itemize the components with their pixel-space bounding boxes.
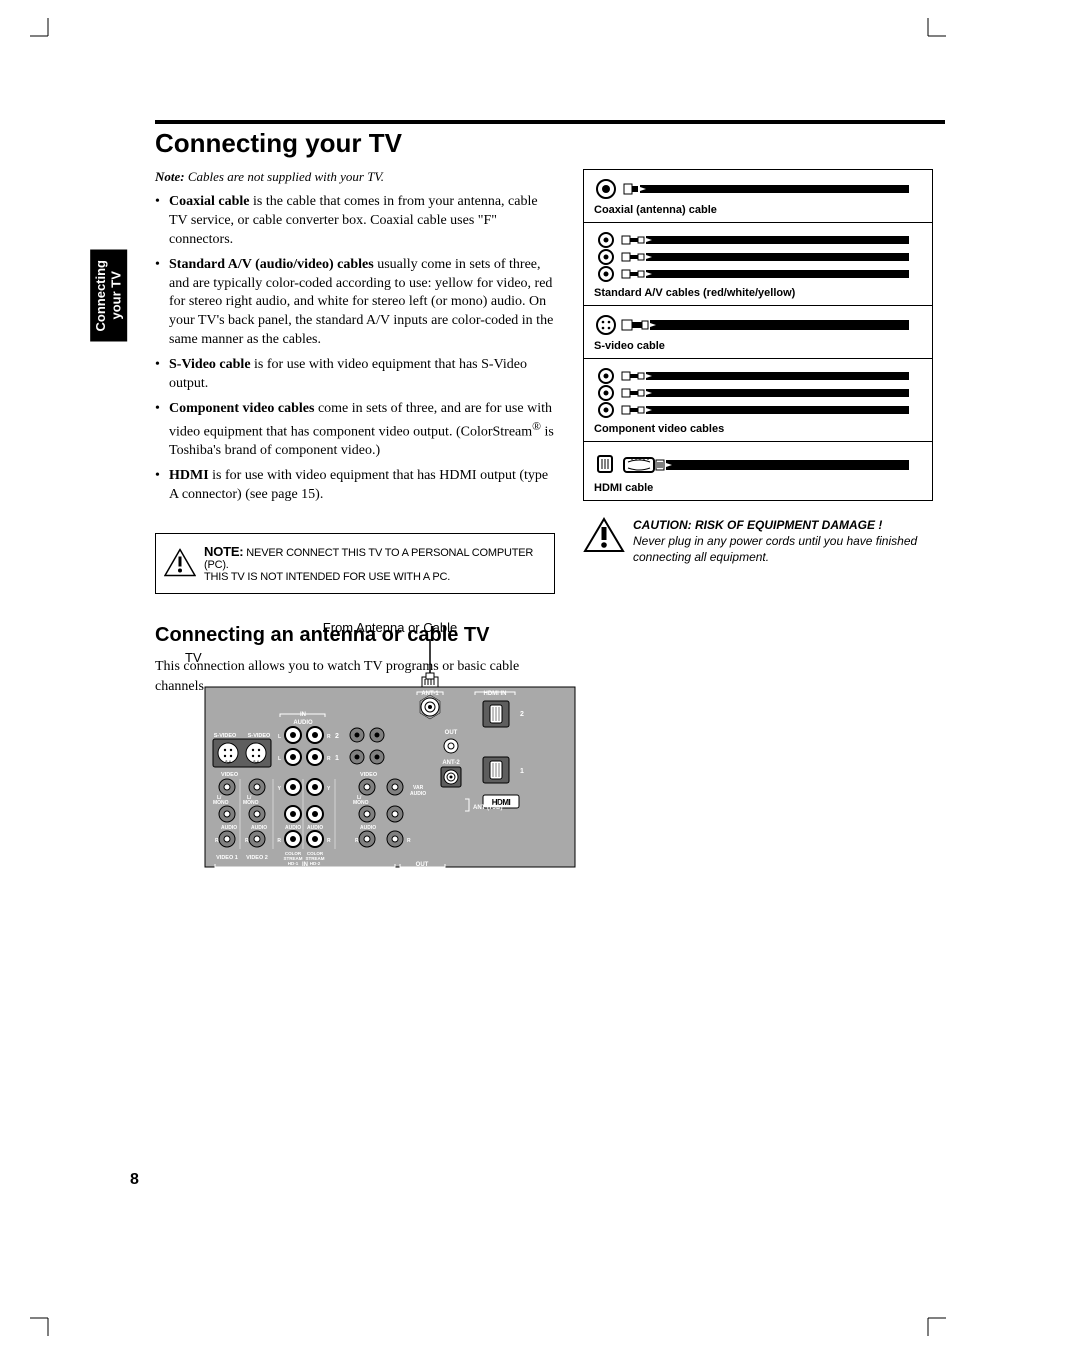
panel-label-n2b: 2 bbox=[335, 733, 339, 740]
bullet-svideo: S-Video cable is for use with video equi… bbox=[155, 356, 555, 394]
bullet-av-bold: Standard A/V (audio/video) cables bbox=[169, 257, 374, 272]
panel-label-r5: R bbox=[355, 838, 359, 844]
page-title: Connecting your TV bbox=[155, 128, 945, 159]
crop-mark-tl bbox=[30, 18, 66, 54]
note-box-line1: NEVER CONNECT THIS TV TO A PERSONAL COMP… bbox=[204, 547, 533, 571]
panel-label-ant75: ANT (75Ω) bbox=[473, 805, 502, 811]
panel-label-ant1: ANT-1 bbox=[421, 691, 439, 697]
right-column: Coaxial (antenna) cable bbox=[583, 169, 933, 696]
panel-label-audio-b2: AUDIO bbox=[251, 825, 267, 831]
panel-label-in2: IN bbox=[300, 712, 306, 718]
cable-row-coaxial: Coaxial (antenna) cable bbox=[584, 170, 932, 223]
warning-icon bbox=[164, 548, 196, 579]
panel-label-out: OUT bbox=[445, 730, 458, 736]
svg-text:L: L bbox=[278, 734, 281, 740]
panel-label-video1: VIDEO 1 bbox=[216, 855, 238, 861]
panel-label-r3: R bbox=[277, 838, 281, 844]
svg-text:MONO: MONO bbox=[353, 800, 369, 806]
bullet-svideo-bold: S-Video cable bbox=[169, 357, 251, 372]
cable-row-hdmi: HDMI cable bbox=[584, 442, 932, 500]
caution-body: Never plug in any power cords until you … bbox=[633, 534, 917, 564]
panel-label-in: IN bbox=[302, 862, 308, 868]
svg-text:HD-2: HD-2 bbox=[310, 861, 321, 866]
cable-row-standard: Standard A/V cables (red/white/yellow) bbox=[584, 223, 932, 306]
note-box-bold: NOTE: bbox=[204, 544, 243, 559]
tv-diagram-top-label: From Antenna or Cable bbox=[185, 620, 595, 635]
panel-label-video: VIDEO bbox=[221, 772, 239, 778]
caution-block: CAUTION: RISK OF EQUIPMENT DAMAGE ! Neve… bbox=[583, 517, 933, 566]
bullet-hdmi-text: is for use with video equipment that has… bbox=[169, 468, 548, 502]
ant2-group: ANT-2 bbox=[441, 760, 461, 787]
panel-label-n1b: 1 bbox=[335, 755, 339, 762]
standard-label: Standard A/V cables (red/white/yellow) bbox=[594, 287, 922, 299]
panel-label-out-bottom: OUT bbox=[416, 862, 429, 868]
page-content: Connecting your TV Note: Cables are not … bbox=[155, 120, 945, 696]
bullet-coaxial: Coaxial cable is the cable that comes in… bbox=[155, 193, 555, 250]
svideo-label: S-video cable bbox=[594, 340, 922, 352]
hdmi-cable-icon bbox=[594, 450, 914, 478]
tv-diagram-left-label: TV bbox=[185, 650, 202, 665]
caution-head: CAUTION: RISK OF EQUIPMENT DAMAGE ! bbox=[633, 518, 882, 532]
tv-diagram: From Antenna or Cable TV IN OUT ANT-1 HD… bbox=[185, 620, 595, 884]
hdmi-label: HDMI cable bbox=[594, 482, 922, 494]
bullet-standard-av: Standard A/V (audio/video) cables usuall… bbox=[155, 256, 555, 350]
panel-label-hdmi-1: 1 bbox=[520, 768, 524, 775]
panel-label-audio-b1: AUDIO bbox=[221, 825, 237, 831]
panel-label-r6: R bbox=[407, 838, 411, 844]
svg-text:S-4: S-4 bbox=[225, 760, 231, 764]
cable-row-svideo: S-video cable bbox=[584, 306, 932, 359]
panel-label-ant2: ANT-2 bbox=[442, 760, 460, 766]
bullet-hdmi: HDMI is for use with video equipment tha… bbox=[155, 467, 555, 505]
bullet-component: Component video cables come in sets of t… bbox=[155, 400, 555, 461]
svg-text:MONO: MONO bbox=[213, 800, 229, 806]
panel-label-audio-b5: AUDIO bbox=[360, 825, 376, 831]
cable-row-component: Component video cables bbox=[584, 359, 932, 442]
svg-text:HD-1: HD-1 bbox=[288, 861, 299, 866]
panel-label-svideo: S-VIDEO bbox=[214, 733, 237, 739]
note-box: NOTE: NEVER CONNECT THIS TV TO A PERSONA… bbox=[155, 533, 555, 594]
tv-panel-svg: IN OUT ANT-1 HDMI IN 2 OUT bbox=[185, 639, 595, 879]
side-tab: Connectingyour TV bbox=[90, 250, 127, 342]
registered-mark: ® bbox=[532, 420, 541, 433]
panel-label-video2b: VIDEO 2 bbox=[246, 855, 268, 861]
panel-label-audio: AUDIO bbox=[293, 720, 313, 726]
svg-text:L: L bbox=[278, 756, 281, 762]
out-group: OUT bbox=[444, 730, 458, 753]
note-bold: Note: bbox=[155, 169, 185, 184]
bullet-component-bold: Component video cables bbox=[169, 401, 314, 416]
note-text: Cables are not supplied with your TV. bbox=[185, 169, 384, 184]
bullet-coaxial-bold: Coaxial cable bbox=[169, 194, 250, 209]
panel-label-hdmi-in: HDMI IN bbox=[484, 691, 507, 697]
svg-text:R: R bbox=[327, 734, 331, 740]
coaxial-label: Coaxial (antenna) cable bbox=[594, 204, 922, 216]
panel-label-video2: VIDEO bbox=[360, 772, 378, 778]
panel-label-var-audio: AUDIO bbox=[410, 791, 426, 797]
left-column: Note: Cables are not supplied with your … bbox=[155, 169, 555, 696]
side-tab-label: Connectingyour TV bbox=[93, 260, 124, 332]
component-label: Component video cables bbox=[594, 423, 922, 435]
svideo-cable-icon bbox=[594, 314, 914, 336]
panel-label-r4: R bbox=[327, 838, 331, 844]
panel-label-svideo2: S-VIDEO bbox=[248, 733, 271, 739]
note-supplied: Note: Cables are not supplied with your … bbox=[155, 169, 555, 185]
panel-label-hdmi-2: 2 bbox=[520, 711, 524, 718]
cable-bullet-list: Coaxial cable is the cable that comes in… bbox=[155, 193, 555, 505]
page-number: 8 bbox=[130, 1171, 139, 1189]
crop-mark-tr bbox=[910, 18, 946, 54]
standard-av-cable-icon bbox=[594, 231, 914, 283]
component-cable-icon bbox=[594, 367, 914, 419]
coaxial-cable-icon bbox=[594, 178, 914, 200]
panel-label-r2: R bbox=[245, 838, 249, 844]
svg-text:S-4: S-4 bbox=[253, 760, 259, 764]
svg-text:R: R bbox=[327, 756, 331, 762]
crop-mark-bl bbox=[30, 1300, 66, 1336]
crop-mark-br bbox=[910, 1300, 946, 1336]
caution-icon bbox=[583, 517, 625, 557]
panel-label-r1: R bbox=[215, 838, 219, 844]
svg-text:MONO: MONO bbox=[243, 800, 259, 806]
cable-diagram: Coaxial (antenna) cable bbox=[583, 169, 933, 501]
bullet-hdmi-bold: HDMI bbox=[169, 468, 209, 483]
title-bar: Connecting your TV bbox=[155, 120, 945, 159]
note-box-line2: THIS TV IS NOT INTENDED FOR USE WITH A P… bbox=[204, 571, 450, 583]
